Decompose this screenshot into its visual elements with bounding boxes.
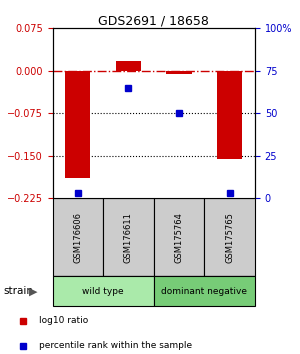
Text: GSM176606: GSM176606	[73, 212, 82, 263]
Bar	[52, 276, 154, 306]
Text: GSM176611: GSM176611	[124, 212, 133, 263]
Bar	[52, 198, 103, 276]
Bar	[167, 71, 192, 74]
Title: GDS2691 / 18658: GDS2691 / 18658	[98, 14, 209, 27]
Text: GSM175764: GSM175764	[175, 212, 184, 263]
Text: percentile rank within the sample: percentile rank within the sample	[39, 341, 192, 350]
Bar	[116, 61, 141, 71]
Bar	[154, 276, 255, 306]
Text: wild type: wild type	[82, 287, 124, 296]
Bar	[103, 198, 154, 276]
Text: ▶: ▶	[28, 286, 37, 296]
Bar	[204, 198, 255, 276]
Text: strain: strain	[3, 286, 33, 296]
Text: log10 ratio: log10 ratio	[39, 316, 88, 325]
Bar	[217, 71, 242, 159]
Text: GSM175765: GSM175765	[225, 212, 234, 263]
Text: dominant negative: dominant negative	[161, 287, 248, 296]
Bar	[65, 71, 91, 178]
Bar	[154, 198, 204, 276]
